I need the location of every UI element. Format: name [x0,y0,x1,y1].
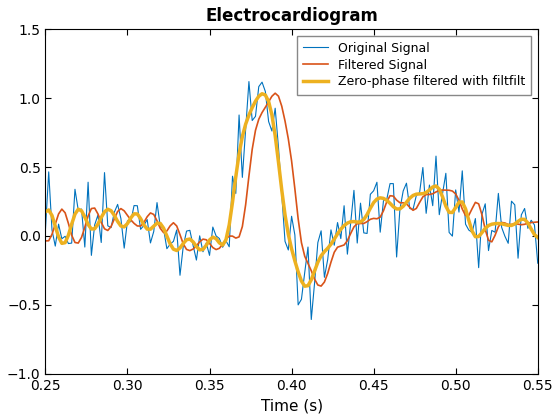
Filtered Signal [272,91,278,96]
Filtered Signal [531,220,538,225]
Zero-phase filtered with filtfilt [301,284,308,289]
Line: Original Signal: Original Signal [45,81,538,320]
Zero-phase filtered with filtfilt [216,240,223,245]
Filtered Signal [318,284,324,289]
Line: Zero-phase filtered with filtfilt: Zero-phase filtered with filtfilt [45,94,538,286]
Zero-phase filtered with filtfilt [531,232,538,237]
Zero-phase filtered with filtfilt [393,207,400,212]
Filtered Signal [361,221,367,226]
Line: Filtered Signal: Filtered Signal [45,93,538,286]
Original Signal [361,230,367,235]
Original Signal [285,247,292,252]
Filtered Signal [285,136,292,141]
Filtered Signal [534,220,541,225]
Zero-phase filtered with filtfilt [259,91,265,96]
Zero-phase filtered with filtfilt [42,210,49,215]
Title: Electrocardiogram: Electrocardiogram [205,7,378,25]
Filtered Signal [347,231,354,236]
X-axis label: Time (s): Time (s) [260,398,323,413]
Original Signal [245,79,252,84]
Original Signal [42,227,49,232]
Original Signal [308,317,315,322]
Original Signal [347,220,354,226]
Original Signal [216,236,223,241]
Zero-phase filtered with filtfilt [285,232,292,237]
Zero-phase filtered with filtfilt [361,217,367,222]
Filtered Signal [216,246,223,251]
Legend: Original Signal, Filtered Signal, Zero-phase filtered with filtfilt: Original Signal, Filtered Signal, Zero-p… [297,36,531,94]
Filtered Signal [42,239,49,244]
Original Signal [534,261,541,266]
Original Signal [393,255,400,260]
Original Signal [531,223,538,228]
Filtered Signal [393,197,400,202]
Zero-phase filtered with filtfilt [347,219,354,224]
Zero-phase filtered with filtfilt [534,235,541,240]
